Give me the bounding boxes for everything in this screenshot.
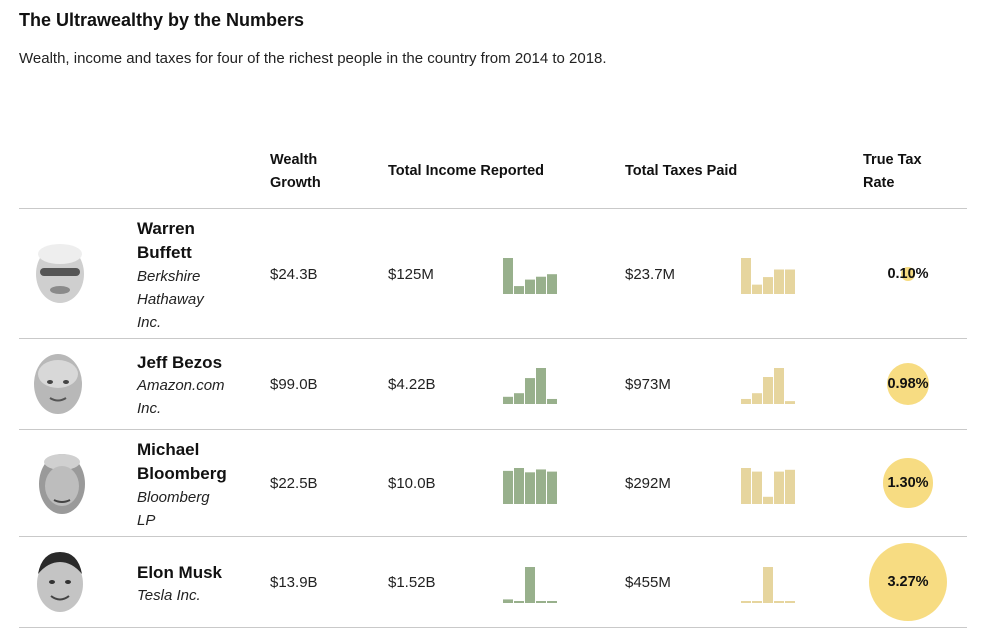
company-name: Amazon.com Inc. — [137, 377, 225, 417]
income-bar-2017 — [536, 469, 546, 504]
income-bar-2018 — [547, 274, 557, 294]
income-bar-2018 — [547, 601, 557, 603]
true-tax-rate: 0.10% — [863, 229, 953, 319]
taxes-bar-2017 — [774, 368, 784, 404]
true-tax-rate: 1.30% — [863, 438, 953, 528]
taxes-bar-2015 — [752, 601, 762, 603]
income-bar-2015 — [514, 286, 524, 294]
income-bar-2016 — [525, 378, 535, 404]
taxes-bar-2015 — [752, 471, 762, 504]
wealth-growth-value: $24.3B — [270, 266, 318, 283]
income-bar-2017 — [536, 276, 546, 294]
true-tax-rate-value: 0.98% — [887, 376, 929, 392]
total-taxes-value: $973M — [625, 376, 671, 393]
taxes-bar-2017 — [774, 601, 784, 603]
taxes-bar-2018 — [785, 601, 795, 603]
taxes-bar-2016 — [763, 377, 773, 404]
income-bar-2014 — [503, 396, 513, 404]
taxes-bar-2014 — [741, 398, 751, 404]
row-divider — [19, 429, 967, 430]
taxes-bar-2014 — [741, 468, 751, 504]
wealth-growth-value: $22.5B — [270, 475, 318, 492]
avatar — [39, 454, 85, 514]
col-header-true-tax-rate: True Tax Rate — [863, 152, 922, 191]
true-tax-rate: 0.98% — [863, 339, 953, 429]
income-bar-2017 — [536, 368, 546, 404]
page-title: The Ultrawealthy by the Numbers — [19, 10, 305, 30]
person-name: Warren Buffett — [137, 219, 195, 262]
income-bar-2014 — [503, 599, 513, 603]
total-income-value: $1.52B — [388, 574, 436, 591]
total-income-value: $10.0B — [388, 475, 436, 492]
income-sparkline — [503, 368, 557, 404]
true-tax-rate-value: 0.10% — [887, 266, 929, 282]
income-bar-2016 — [525, 279, 535, 294]
total-income-value: $125M — [388, 266, 434, 283]
avatar — [37, 552, 83, 612]
tax-rate-bubble — [886, 362, 930, 406]
taxes-bar-2018 — [785, 269, 795, 294]
total-taxes-value: $23.7M — [625, 266, 676, 283]
true-tax-rate-value: 1.30% — [887, 475, 929, 491]
income-sparkline — [503, 258, 557, 294]
header-divider — [19, 208, 967, 209]
row-divider — [19, 338, 967, 339]
taxes-bar-2017 — [774, 269, 784, 294]
income-sparkline — [503, 468, 557, 504]
col-header-wealth-growth: Wealth Growth — [270, 152, 321, 191]
table-bottom-divider — [19, 627, 967, 628]
income-bar-2016 — [525, 567, 535, 603]
total-taxes-value: $455M — [625, 574, 671, 591]
company-name: Berkshire Hathaway Inc. — [137, 268, 204, 331]
company-name: Tesla Inc. — [137, 587, 201, 604]
true-tax-rate: 3.27% — [863, 537, 953, 627]
taxes-bar-2015 — [752, 393, 762, 404]
taxes-bar-2015 — [752, 284, 762, 294]
taxes-bar-2017 — [774, 471, 784, 504]
income-bar-2018 — [547, 398, 557, 404]
taxes-sparkline — [741, 468, 795, 504]
income-sparkline — [503, 567, 557, 603]
wealth-growth-value: $13.9B — [270, 574, 318, 591]
tax-rate-bubble — [901, 267, 915, 281]
taxes-bar-2016 — [763, 567, 773, 603]
row-divider — [19, 536, 967, 537]
person-name: Michael Bloomberg — [137, 440, 227, 483]
true-tax-rate-value: 3.27% — [887, 574, 929, 590]
taxes-bar-2018 — [785, 401, 795, 404]
taxes-bar-2018 — [785, 469, 795, 504]
taxes-sparkline — [741, 567, 795, 603]
taxes-bar-2016 — [763, 496, 773, 504]
avatar — [34, 354, 82, 414]
person-name: Jeff Bezos — [137, 353, 223, 372]
total-taxes-value: $292M — [625, 475, 671, 492]
taxes-bar-2014 — [741, 258, 751, 294]
income-bar-2015 — [514, 468, 524, 504]
avatar — [36, 244, 84, 303]
taxes-bar-2014 — [741, 601, 751, 603]
total-income-value: $4.22B — [388, 376, 436, 393]
taxes-sparkline — [741, 368, 795, 404]
tax-rate-bubble — [883, 458, 933, 508]
income-bar-2015 — [514, 601, 524, 603]
col-header-total-income: Total Income Reported — [388, 163, 545, 179]
taxes-sparkline — [741, 258, 795, 294]
person-name: Elon Musk — [137, 563, 223, 582]
page-subtitle: Wealth, income and taxes for four of the… — [19, 50, 607, 67]
col-header-total-taxes: Total Taxes Paid — [625, 163, 738, 179]
income-bar-2015 — [514, 393, 524, 404]
tax-rate-bubble — [869, 543, 947, 621]
wealth-growth-value: $99.0B — [270, 376, 318, 393]
income-bar-2018 — [547, 471, 557, 504]
income-bar-2014 — [503, 470, 513, 504]
income-bar-2017 — [536, 601, 546, 603]
income-bar-2014 — [503, 258, 513, 294]
income-bar-2016 — [525, 472, 535, 504]
taxes-bar-2016 — [763, 277, 773, 294]
company-name: Bloomberg LP — [137, 489, 210, 529]
